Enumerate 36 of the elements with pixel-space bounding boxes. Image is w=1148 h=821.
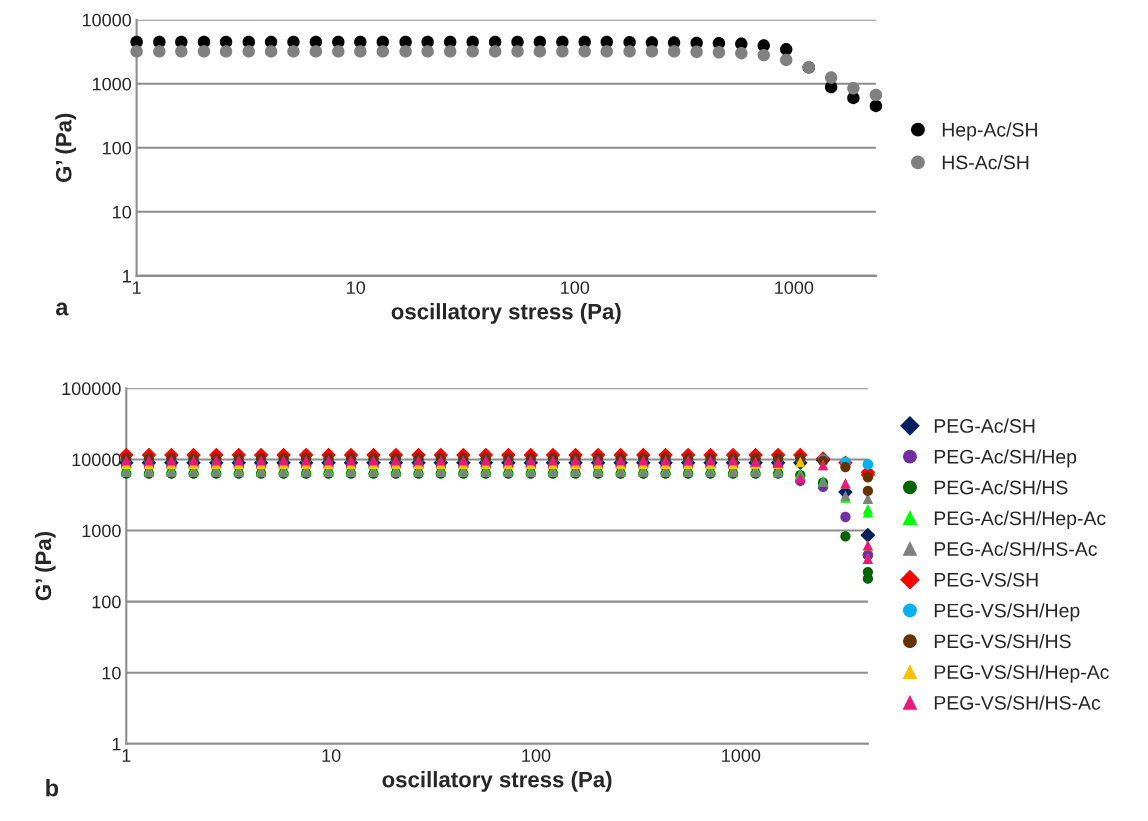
x-tick-label: 100	[561, 281, 590, 294]
legend-label: Hep-Ac/SH	[942, 122, 1037, 141]
y-tick-label: 1	[112, 737, 121, 751]
x-axis-title: oscillatory stress (Pa)	[382, 771, 612, 792]
x-axis-title: oscillatory stress (Pa)	[391, 303, 621, 324]
y-axis-title: G’ (Pa)	[55, 113, 76, 183]
legend-label: PEG-VS/SH	[934, 572, 1038, 587]
y-tick-label: 1	[123, 269, 131, 283]
text: a	[55, 302, 69, 316]
legend-label: PEG-Ac/SH/Hep	[934, 449, 1077, 468]
x-tick-label: 10	[347, 281, 366, 294]
y-tick-label: 10000	[82, 13, 132, 27]
legend-label: PEG-Ac/SH	[934, 418, 1035, 433]
x-tick-label: 1000	[722, 749, 761, 762]
x-tick-label: 1	[132, 281, 141, 294]
legend-label: PEG-VS/SH/HS	[934, 633, 1071, 649]
legend-label: PEG-Ac/SH/Hep-Ac	[934, 510, 1106, 529]
y-tick-label: 100	[92, 595, 121, 609]
legend-label: PEG-VS/SH/Hep	[934, 603, 1080, 622]
y-axis-title: G’ (Pa)	[34, 531, 56, 601]
text: b	[46, 779, 59, 797]
y-tick-label: 10	[102, 666, 121, 680]
y-tick-label: 100	[103, 141, 132, 155]
legend-label: PEG-Ac/SH/HS	[934, 480, 1068, 495]
legend-label: PEG-VS/SH/HS-Ac	[934, 695, 1101, 710]
y-tick-label: 10	[113, 205, 132, 219]
y-tick-label: 1000	[82, 524, 121, 538]
legend-label: PEG-VS/SH/Hep-Ac	[934, 664, 1109, 683]
legend-label: HS-Ac/SH	[942, 155, 1029, 170]
x-tick-label: 10	[322, 749, 341, 762]
y-tick-label: 100000	[62, 382, 121, 396]
y-tick-label: 10000	[72, 453, 121, 467]
legend-label: PEG-Ac/SH/HS-Ac	[934, 541, 1097, 556]
x-tick-label: 1000	[775, 281, 814, 294]
x-tick-label: 100	[522, 749, 551, 762]
y-tick-label: 1000	[92, 77, 132, 91]
